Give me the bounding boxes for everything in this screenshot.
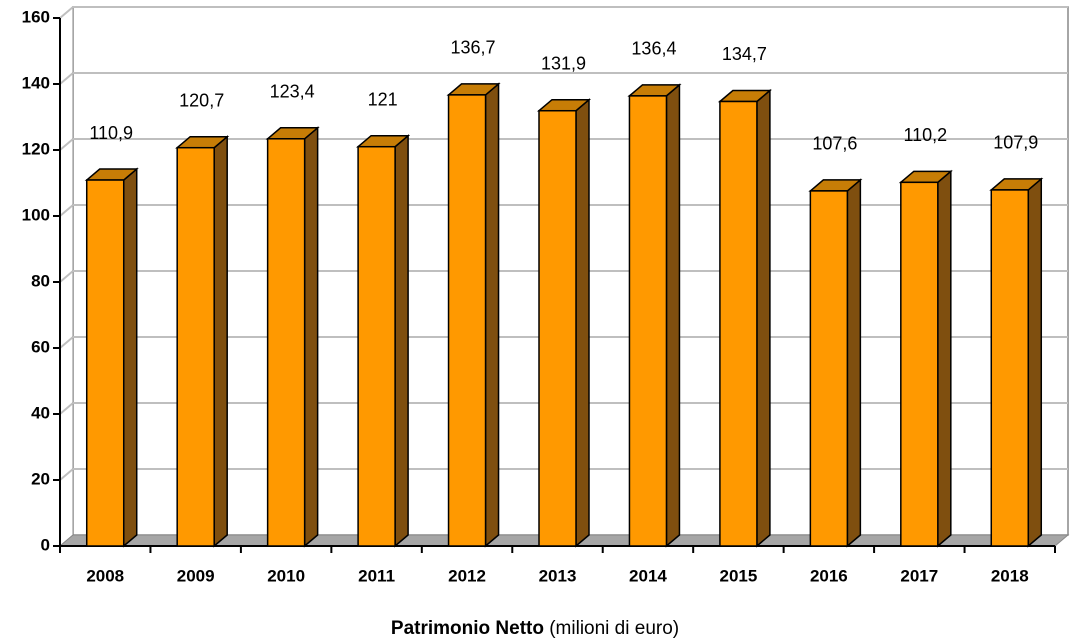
value-label: 136,7	[451, 38, 496, 58]
x-tick-label: 2010	[267, 566, 305, 585]
y-tick-label: 120	[22, 139, 50, 158]
x-tick-label: 2017	[900, 566, 938, 585]
bar	[447, 94, 487, 547]
bar	[809, 190, 849, 547]
bar-side	[122, 167, 138, 548]
value-label: 131,9	[541, 53, 586, 73]
value-label: 121	[368, 89, 398, 109]
x-tick-label: 2016	[810, 566, 848, 585]
bar-side	[846, 178, 862, 548]
x-tick-label: 2012	[448, 566, 486, 585]
bar	[538, 109, 577, 547]
value-label: 107,6	[812, 134, 857, 154]
x-tick-label: 2013	[539, 566, 577, 585]
x-tick-label: 2014	[629, 566, 667, 585]
bar-side	[484, 82, 500, 548]
bar-side	[937, 169, 952, 548]
x-tick-label: 2011	[358, 566, 395, 585]
bar	[266, 138, 306, 547]
y-tick-label: 140	[22, 73, 50, 92]
y-tick-label: 0	[41, 535, 50, 554]
bar	[85, 179, 125, 547]
grid-line-side	[59, 270, 74, 283]
value-label: 110,2	[903, 125, 947, 145]
x-tick-label: 2009	[177, 566, 215, 585]
value-label: 136,4	[631, 39, 676, 59]
x-tick-label: 2008	[86, 566, 124, 585]
grid-line-side	[59, 204, 74, 217]
y-tick-label: 20	[31, 469, 50, 488]
bar	[357, 145, 396, 547]
grid-line-side	[59, 402, 74, 415]
bar	[900, 181, 939, 547]
value-label: 120,7	[179, 90, 224, 110]
bar	[719, 100, 758, 547]
grid-line-side	[59, 336, 74, 349]
bar	[176, 146, 215, 547]
bar	[628, 95, 668, 547]
y-tick-label: 40	[31, 403, 50, 422]
bar-side	[756, 88, 771, 548]
x-tick-label: 2018	[991, 566, 1029, 585]
value-label: 134,7	[722, 44, 767, 64]
x-axis-title: Patrimonio Netto (milioni di euro)	[391, 618, 679, 639]
value-label: 107,9	[993, 133, 1038, 153]
grid-line-side	[59, 468, 74, 481]
bar-side	[213, 135, 228, 548]
grid-line-side	[59, 6, 74, 19]
grid-line-side	[59, 138, 74, 151]
value-label: 110,9	[89, 123, 133, 143]
bar-side	[665, 83, 681, 548]
y-tick-label: 60	[31, 337, 50, 356]
x-tick-label: 2015	[719, 566, 757, 585]
x-axis-title-main: Patrimonio Netto	[391, 618, 544, 639]
x-axis-title-note: (milioni di euro)	[549, 618, 679, 639]
y-tick-label: 160	[22, 7, 50, 26]
bar-side	[394, 134, 409, 548]
bar-side	[575, 98, 590, 548]
value-label: 123,4	[270, 82, 315, 102]
y-tick-label: 80	[31, 271, 50, 290]
bar-side	[303, 126, 319, 548]
grid-line-side	[59, 72, 74, 85]
y-tick-label: 100	[22, 205, 50, 224]
bar-side	[1027, 177, 1043, 548]
bar	[990, 189, 1030, 547]
